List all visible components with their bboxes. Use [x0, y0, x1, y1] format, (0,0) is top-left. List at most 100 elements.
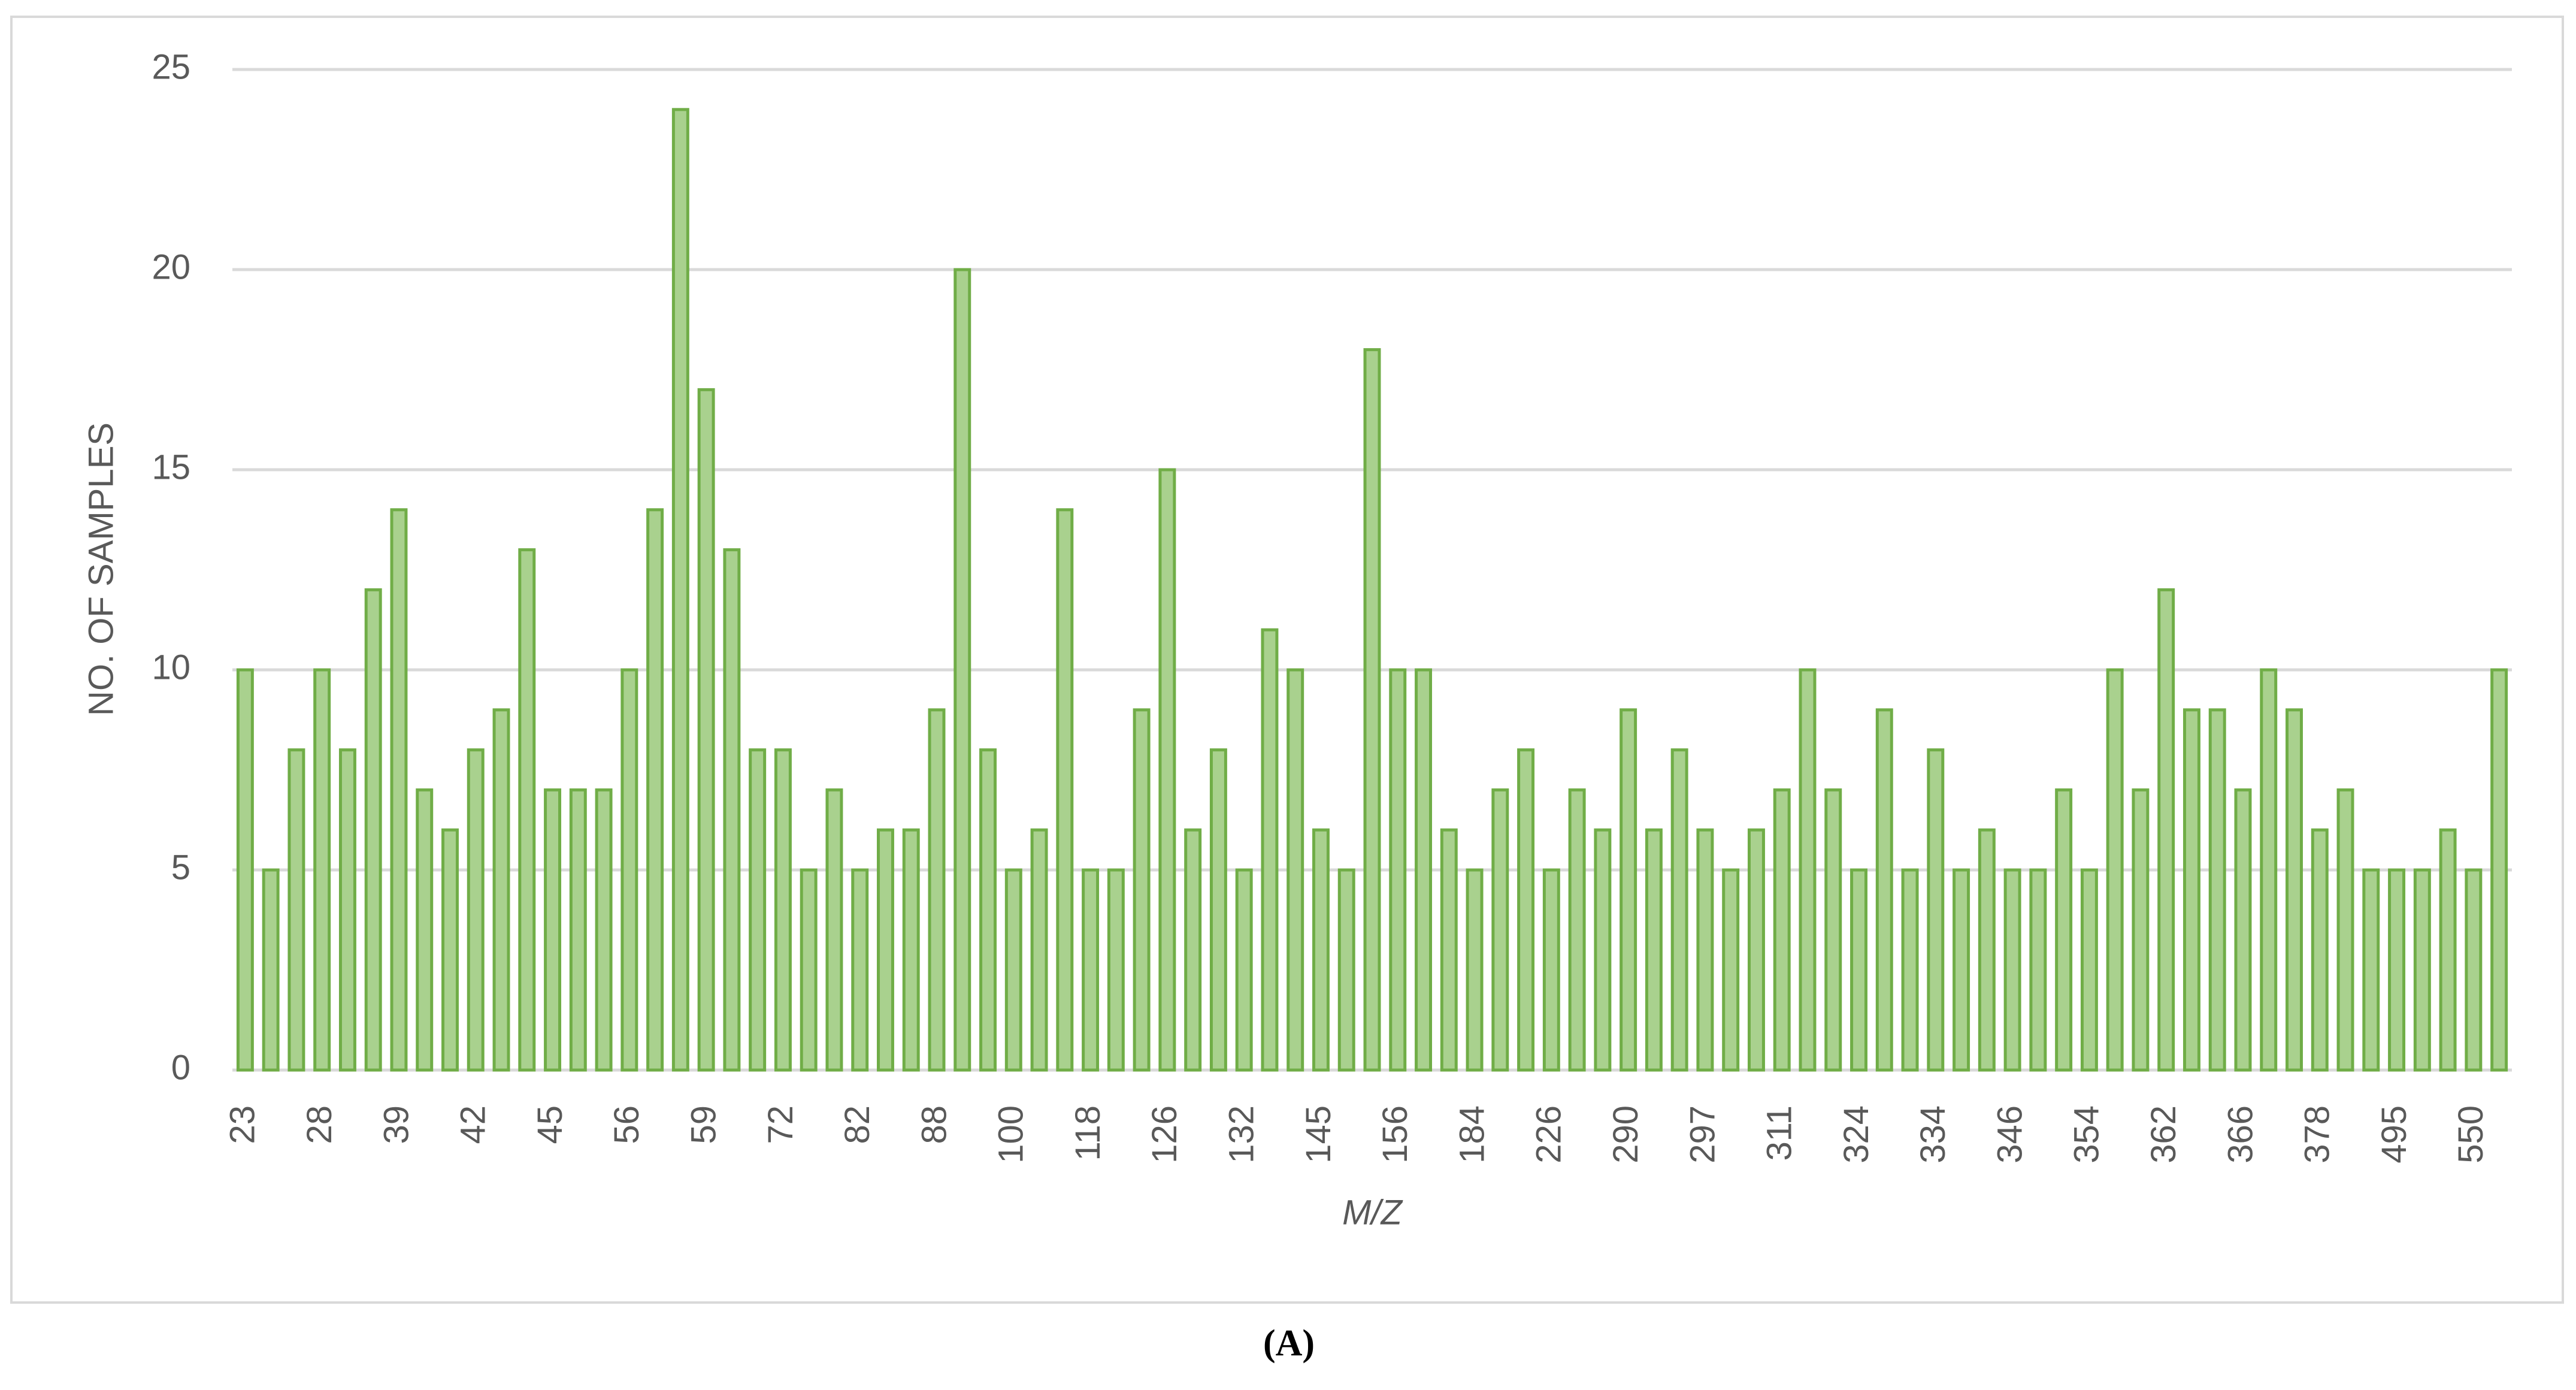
x-tick-label: 42	[454, 1105, 493, 1144]
x-tick-label: 362	[2144, 1105, 2183, 1164]
bar	[2465, 868, 2483, 1072]
bar	[2106, 668, 2124, 1072]
y-tick-label: 0	[171, 1048, 190, 1087]
x-tick-label: 88	[915, 1105, 953, 1144]
x-tick-label: 378	[2298, 1105, 2337, 1164]
x-tick-label: 23	[223, 1105, 262, 1144]
bar	[1696, 828, 1714, 1072]
x-tick-label: 39	[377, 1105, 416, 1144]
bar	[1594, 828, 1612, 1072]
x-tick-label: 132	[1222, 1105, 1261, 1164]
x-tick-label: 346	[1990, 1105, 2029, 1164]
x-tick-label: 311	[1760, 1105, 1799, 1161]
bar	[2029, 868, 2047, 1072]
bar	[851, 868, 869, 1072]
bar	[2439, 828, 2457, 1072]
bar	[2490, 668, 2508, 1072]
x-tick-label: 82	[838, 1105, 877, 1144]
bar	[902, 828, 920, 1072]
bar	[1491, 788, 1509, 1072]
bar	[1209, 748, 1227, 1072]
bar	[2234, 788, 2252, 1072]
bar	[697, 388, 715, 1072]
y-tick-label: 10	[152, 648, 190, 687]
bar	[338, 748, 356, 1072]
bar	[544, 788, 562, 1072]
bar	[1030, 828, 1048, 1072]
x-tick-label: 354	[2068, 1105, 2106, 1164]
bar	[2413, 868, 2431, 1072]
caption: (A)	[1263, 1323, 1315, 1364]
bar	[1953, 868, 1970, 1072]
x-tick-label: 28	[300, 1105, 339, 1144]
bar	[928, 708, 946, 1072]
bar	[2336, 788, 2354, 1072]
chart-frame	[10, 16, 2564, 1304]
bar	[1261, 628, 1279, 1072]
bar	[800, 868, 818, 1072]
bar	[1747, 828, 1765, 1072]
bar	[1927, 748, 1945, 1072]
bar	[1158, 468, 1176, 1072]
bar	[1517, 748, 1535, 1072]
bar	[1773, 788, 1791, 1072]
bar	[416, 788, 434, 1072]
bar	[646, 508, 664, 1072]
bar	[1415, 668, 1433, 1072]
x-tick-label: 550	[2451, 1105, 2490, 1164]
bar	[723, 548, 741, 1072]
x-tick-label: 100	[992, 1105, 1031, 1164]
bar	[2080, 868, 2098, 1072]
x-tick-label: 366	[2221, 1105, 2260, 1164]
bar	[749, 748, 767, 1072]
bar	[2208, 708, 2226, 1072]
bar	[1620, 708, 1637, 1072]
bar	[1056, 508, 1074, 1072]
bar	[364, 588, 382, 1072]
y-tick-label: 20	[152, 247, 190, 286]
bar	[1184, 828, 1202, 1072]
bar	[2157, 588, 2175, 1072]
x-tick-label: 59	[684, 1105, 723, 1144]
x-tick-label: 290	[1606, 1105, 1645, 1164]
x-tick-label: 145	[1299, 1105, 1338, 1164]
bar	[467, 748, 485, 1072]
bar	[1875, 708, 1893, 1072]
bar	[1645, 828, 1663, 1072]
x-tick-label: 56	[607, 1105, 646, 1144]
bar	[1133, 708, 1151, 1072]
x-tick-label: 126	[1145, 1105, 1184, 1164]
bar	[979, 748, 997, 1072]
bar	[953, 268, 971, 1072]
bar	[2286, 708, 2303, 1072]
bar	[2183, 708, 2200, 1072]
bar	[313, 668, 331, 1072]
bar	[1824, 788, 1842, 1072]
x-tick-label: 334	[1914, 1105, 1953, 1164]
bar	[569, 788, 587, 1072]
x-tick-label: 324	[1837, 1105, 1876, 1164]
bar	[2260, 668, 2278, 1072]
bar	[2388, 868, 2406, 1072]
bar	[1389, 668, 1407, 1072]
bar	[1312, 828, 1330, 1072]
bar	[1670, 748, 1688, 1072]
bar	[1082, 868, 1100, 1072]
bar	[1978, 828, 1996, 1072]
x-tick-label: 72	[761, 1105, 800, 1144]
bar	[671, 108, 689, 1072]
bar	[2311, 828, 2329, 1072]
bar	[825, 788, 843, 1072]
bar	[1440, 828, 1458, 1072]
bar	[2055, 788, 2073, 1072]
bar	[1799, 668, 1817, 1072]
bar	[2003, 868, 2021, 1072]
bar	[1235, 868, 1253, 1072]
bar	[492, 708, 510, 1072]
bar	[390, 508, 408, 1072]
x-axis-title: M/Z	[1342, 1193, 1403, 1232]
bar	[287, 748, 305, 1072]
x-tick-label: 226	[1530, 1105, 1569, 1164]
bar	[236, 668, 254, 1072]
